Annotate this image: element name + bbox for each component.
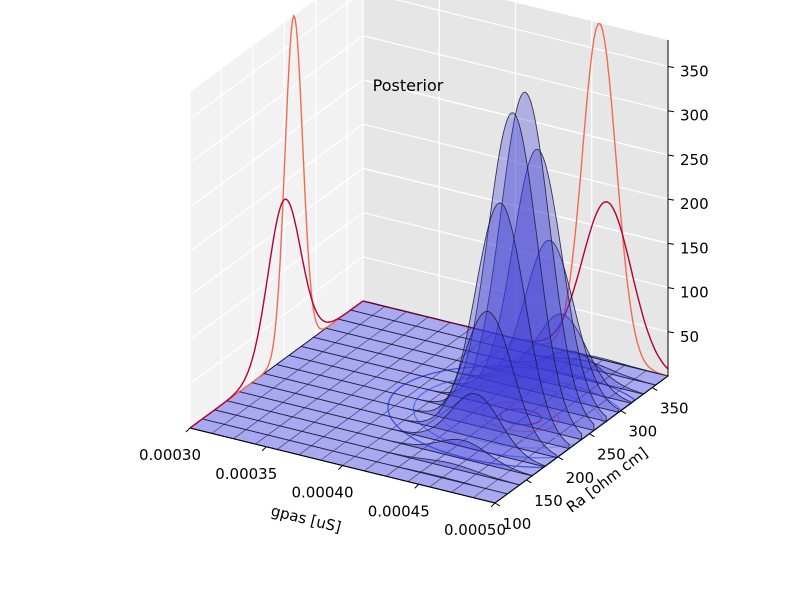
tick-labels: 0.000300.000350.000400.000450.0005010015… <box>139 63 709 539</box>
grid-line <box>189 123 364 252</box>
y-axis-line <box>494 375 669 504</box>
y-tick-label: 150 <box>534 492 563 510</box>
x-axis-label: gpas [uS] <box>269 502 343 537</box>
surface-ridge <box>288 91 595 431</box>
z-tick <box>667 198 675 201</box>
x-tick <box>185 427 191 433</box>
surface-ridge <box>362 300 669 377</box>
chart-title: Posterior <box>373 76 444 95</box>
z-tick-label: 150 <box>680 239 709 257</box>
contour-line <box>387 365 636 469</box>
surface-ridge <box>301 148 607 422</box>
y-tick-label: 250 <box>597 446 626 464</box>
surface-ridge <box>214 409 521 486</box>
x-tick-label: 0.00045 <box>368 502 430 520</box>
x-tick-label: 0.00050 <box>444 521 506 539</box>
z-tick <box>667 154 675 157</box>
surface-ridge <box>239 391 545 468</box>
marginal-curve-ra <box>189 198 364 429</box>
x-tick <box>414 483 420 489</box>
z-tick-label: 250 <box>680 151 709 169</box>
grid-line <box>189 167 364 296</box>
z-tick <box>667 287 675 290</box>
z-tick <box>667 66 675 69</box>
x-tick-label: 0.00040 <box>291 484 353 502</box>
surface-ridge <box>338 318 644 395</box>
z-tick <box>667 331 675 334</box>
grid-line <box>189 35 364 164</box>
x-tick <box>261 446 267 452</box>
posterior-surface <box>189 91 669 504</box>
x-tick-label: 0.00035 <box>215 465 277 483</box>
grid-line <box>189 212 364 341</box>
left-pane <box>190 0 363 428</box>
x-tick-label: 0.00030 <box>139 446 201 464</box>
y-tick <box>557 456 564 461</box>
y-tick <box>620 410 627 415</box>
contour-line <box>412 375 623 459</box>
y-tick-label: 100 <box>503 515 532 533</box>
z-tick-label: 300 <box>680 107 709 125</box>
x-tick <box>490 502 496 508</box>
surface-ridge <box>263 202 570 450</box>
z-tick <box>667 242 675 245</box>
surface-ridge <box>350 309 657 386</box>
x-tick <box>338 465 343 470</box>
y-tick <box>494 502 501 507</box>
y-tick <box>526 479 532 484</box>
surface-ridge <box>276 112 582 441</box>
z-tick-label: 200 <box>680 195 709 213</box>
grid-line <box>189 0 353 120</box>
y-tick <box>589 433 595 438</box>
surface-ridge <box>226 400 533 477</box>
z-tick-label: 100 <box>680 284 709 302</box>
y-tick-label: 300 <box>628 423 657 441</box>
z-tick-label: 50 <box>680 328 699 346</box>
z-tick-label: 350 <box>680 63 709 81</box>
y-tick <box>652 387 658 391</box>
z-tick <box>667 110 675 113</box>
surface-ridge <box>251 310 558 459</box>
contour-line <box>461 393 581 440</box>
contour-line <box>481 401 560 433</box>
grid-line <box>189 79 364 208</box>
surface-ridge <box>202 418 508 495</box>
y-tick-label: 350 <box>660 400 689 418</box>
contour-lines <box>387 365 636 469</box>
y-tick-label: 200 <box>566 469 595 487</box>
